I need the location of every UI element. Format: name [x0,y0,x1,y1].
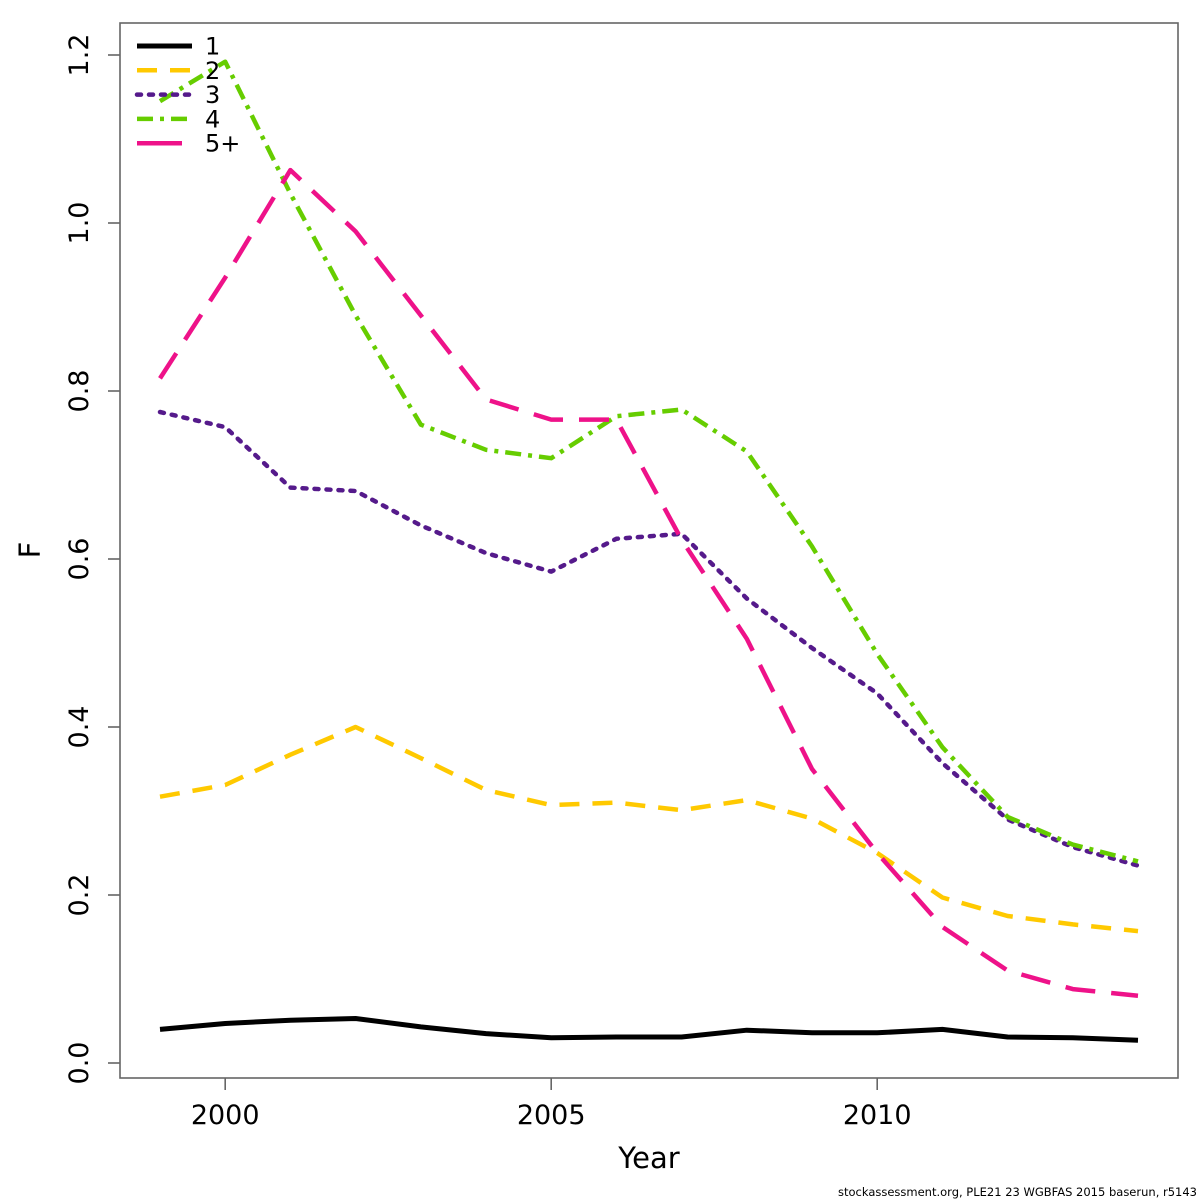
y-tick-label: 1.2 [64,34,95,77]
y-tick-label: 0.6 [64,538,95,581]
legend-label-4: 4 [205,105,220,133]
footer-attribution: stockassessment.org, PLE21 23 WGBFAS 201… [838,1185,1197,1199]
y-tick-label: 1.0 [64,202,95,245]
series-line-3 [157,409,1141,868]
x-tick-label: 2005 [517,1100,586,1131]
x-axis-title: Year [617,1141,679,1175]
series-line-5+ [158,167,1139,999]
y-axis-ticks: 0.0 0.2 0.4 0.6 0.8 1.0 1.2 [64,34,120,1085]
data-series [157,59,1141,1043]
y-tick-label: 0.2 [64,874,95,917]
series-line-2 [159,724,1139,934]
y-axis-title: F [13,542,47,559]
x-tick-label: 2000 [191,1100,260,1131]
legend-label-5+: 5+ [205,130,240,158]
y-tick-label: 0.0 [64,1042,95,1085]
x-axis-ticks: 2000 2005 2010 [191,1078,912,1131]
y-tick-label: 0.4 [64,706,95,749]
legend-label-3: 3 [205,81,220,109]
series-line-1 [159,1016,1139,1043]
legend-label-1: 1 [205,33,220,61]
plot-border [119,22,1179,1079]
series-line-4 [158,59,1139,864]
legend-label-2: 2 [205,57,220,85]
x-tick-label: 2010 [843,1100,912,1131]
y-tick-label: 0.8 [64,370,95,413]
